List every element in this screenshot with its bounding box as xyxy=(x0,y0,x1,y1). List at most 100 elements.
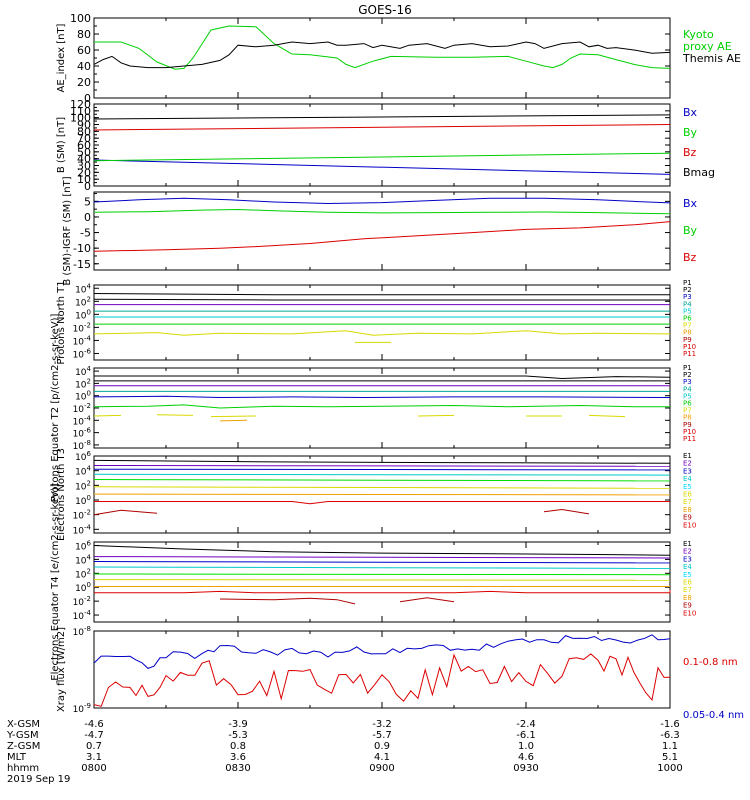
y-tick-label: 100 xyxy=(75,390,91,403)
legend-e1: E1 xyxy=(683,540,692,548)
legend-bz: Bz xyxy=(683,251,697,264)
legend-p9: P9 xyxy=(683,336,692,344)
legend-e5: E5 xyxy=(683,483,692,491)
series-e6 xyxy=(93,486,671,489)
y-tick-label: 70 xyxy=(77,132,91,145)
series-bx xyxy=(93,197,671,205)
ephem-x-1: -4.6 xyxy=(84,719,104,730)
legend-bz: Bz xyxy=(683,146,697,159)
ephem-z-1: 0.7 xyxy=(86,741,102,752)
series-e4 xyxy=(93,566,671,569)
panel-8: 10-9 10-8 Xray flux [W/m2] 0.1-0.8 nm 0.05-0… xyxy=(56,625,744,721)
y-tick-label: -5 xyxy=(80,227,91,240)
y-tick-label: 60 xyxy=(77,44,91,57)
ephem-x-2: -3.9 xyxy=(228,719,248,730)
legend-p6: P6 xyxy=(683,400,692,408)
legend-bmag: Bmag xyxy=(683,166,715,179)
ephem-z-3: 0.9 xyxy=(374,741,390,752)
legend-e6: E6 xyxy=(683,491,692,499)
series-bx xyxy=(93,159,671,175)
legend-p7: P7 xyxy=(683,322,692,330)
legend-e2: E2 xyxy=(683,548,692,556)
series-p7 xyxy=(210,415,257,418)
ephem-z-4: 1.0 xyxy=(518,741,534,752)
legend-kyoto: Kyoto xyxy=(683,28,714,41)
y-tick-label: 100 xyxy=(75,494,91,507)
y-tick-label: 102 xyxy=(75,295,91,308)
y-axis-label: B (SM) [nT] xyxy=(56,117,67,173)
legend-bx: Bx xyxy=(683,106,698,119)
legend-e6: E6 xyxy=(683,579,692,587)
legend-p8: P8 xyxy=(683,329,692,337)
series-e7 xyxy=(93,493,671,496)
series-p7 xyxy=(588,414,626,418)
y-axis-label: Protons North T1 xyxy=(56,280,67,364)
legend-e10: E10 xyxy=(683,521,696,529)
y-tick-label: 10-9 xyxy=(73,702,91,715)
legend-p7: P7 xyxy=(683,407,692,415)
y-tick-label: 10-2 xyxy=(73,595,91,608)
legend-e5: E5 xyxy=(683,571,692,579)
y-tick-label: 50 xyxy=(77,146,91,159)
y-tick-label: 10-8 xyxy=(73,439,91,452)
legend-e3: E3 xyxy=(683,555,692,563)
series-e1 xyxy=(93,545,671,556)
y-tick-label: -15 xyxy=(73,258,91,271)
y-axis-label: Protons Equator T2 [p/(cm2-s-sr-keV)] xyxy=(50,313,61,502)
panel-frame xyxy=(93,103,671,187)
y-axis-label: Electrons North T3 xyxy=(56,448,67,541)
ephem-x-5: -1.6 xyxy=(660,719,680,730)
series-e9 xyxy=(399,597,455,603)
y-tick-label: 10 xyxy=(77,173,91,186)
legend-p10: P10 xyxy=(683,428,696,436)
ephem-mlt-3: 4.1 xyxy=(374,752,390,763)
panel-frame xyxy=(93,630,671,709)
y-tick-label: 102 xyxy=(75,479,91,492)
legend-p2: P2 xyxy=(683,371,692,379)
y-tick-label: 10-2 xyxy=(73,509,91,522)
series-e1 xyxy=(93,459,671,464)
legend-by: By xyxy=(683,224,698,237)
y-tick-label: 40 xyxy=(77,153,91,166)
chart-title: GOES-16 xyxy=(358,3,412,17)
ephem-mlt-4: 4.6 xyxy=(518,752,534,763)
series-bz xyxy=(93,221,671,252)
series-bmag xyxy=(93,114,671,120)
y-tick-label: 10-2 xyxy=(73,402,91,415)
y-tick-label: 100 xyxy=(70,12,91,25)
ephem-label-2019-sep-19: 2019 Sep 19 xyxy=(7,774,70,785)
y-tick-label: 100 xyxy=(75,308,91,321)
legend-p6: P6 xyxy=(683,315,692,323)
y-tick-label: 0 xyxy=(84,92,91,105)
legend-e8: E8 xyxy=(683,506,692,514)
legend-p4: P4 xyxy=(683,300,692,308)
ephem-mlt-2: 3.6 xyxy=(230,752,246,763)
y-tick-label: 102 xyxy=(75,567,91,580)
y-tick-label: 30 xyxy=(77,160,91,173)
y-tick-label: 80 xyxy=(77,125,91,138)
ephem-hhmm-4: 0930 xyxy=(513,763,538,774)
y-tick-label: 104 xyxy=(75,553,91,566)
legend-e7: E7 xyxy=(683,586,692,594)
series-e9 xyxy=(543,508,590,515)
legend-p4: P4 xyxy=(683,385,692,393)
series-p6 xyxy=(93,404,670,409)
series-themis-ae xyxy=(93,41,671,69)
series-p8 xyxy=(219,419,248,422)
ephem-y-5: -6.3 xyxy=(660,730,680,741)
legend-themis-ae: Themis AE xyxy=(682,52,741,65)
legend-p5: P5 xyxy=(683,392,692,400)
series-p7 xyxy=(417,414,455,417)
y-tick-label: 90 xyxy=(77,119,91,132)
ephem-label-y-gsm: Y-GSM xyxy=(6,730,39,741)
y-tick-label: -10 xyxy=(73,242,91,255)
panel-frame xyxy=(93,17,671,99)
legend-e9: E9 xyxy=(683,514,692,522)
ephem-label-x-gsm: X-GSM xyxy=(7,719,40,730)
y-tick-label: 80 xyxy=(77,28,91,41)
